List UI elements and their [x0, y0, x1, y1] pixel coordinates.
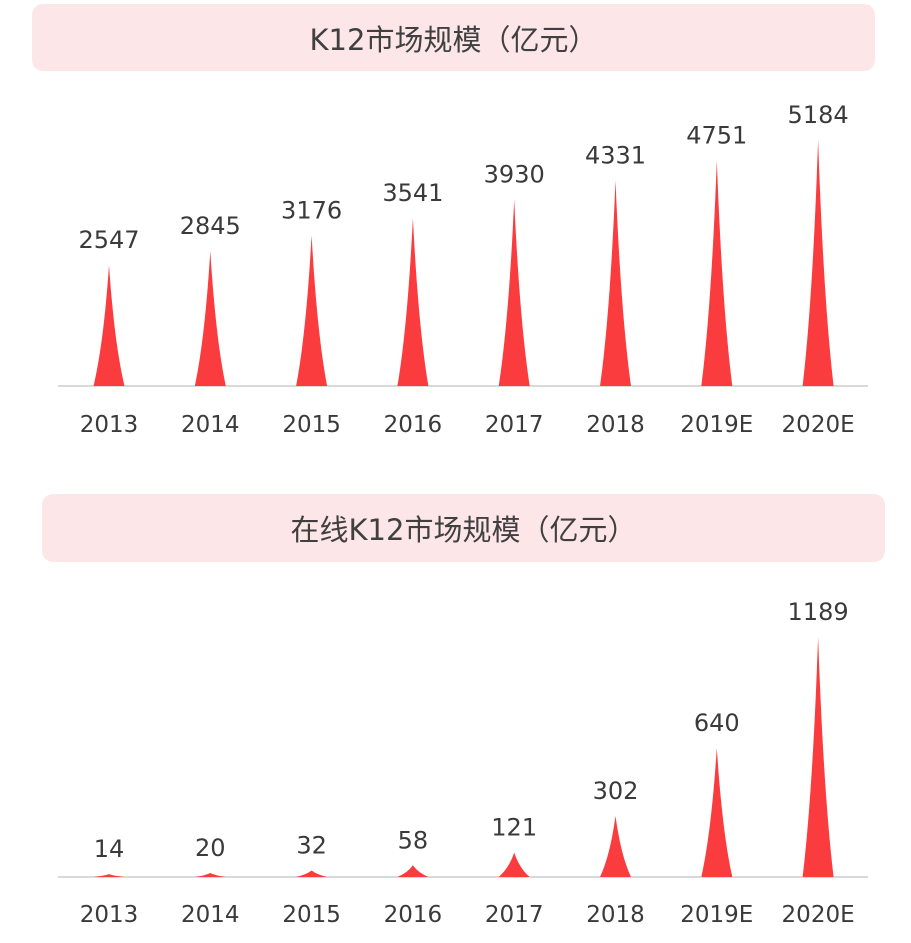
- data-point: 32 2015: [282, 832, 341, 928]
- spike-bar: [600, 816, 631, 877]
- spike-bar: [194, 872, 226, 877]
- spike-bar: [93, 874, 125, 877]
- spike-bar: [194, 250, 226, 386]
- data-point: 2845 2014: [180, 212, 241, 438]
- category-label: 2017: [485, 412, 544, 438]
- category-label: 2017: [485, 902, 544, 928]
- spike-bar: [802, 637, 834, 877]
- data-point: 5184 2020E: [782, 101, 855, 438]
- spike-bar: [701, 160, 733, 386]
- category-label: 2018: [586, 902, 645, 928]
- spike-bar: [397, 865, 429, 877]
- data-point: 14 2013: [80, 835, 139, 928]
- value-label: 4751: [686, 122, 747, 150]
- data-point: 1189 2020E: [782, 598, 855, 928]
- category-label: 2019E: [680, 902, 753, 928]
- data-point: 121 2017: [485, 814, 544, 928]
- value-label: 2845: [180, 212, 241, 240]
- value-label: 3176: [281, 196, 342, 224]
- value-label: 2547: [78, 226, 139, 254]
- category-label: 2014: [181, 902, 240, 928]
- spike-bar: [701, 747, 733, 877]
- value-label: 302: [593, 777, 639, 805]
- value-label: 14: [94, 835, 125, 863]
- value-label: 3541: [382, 179, 443, 207]
- value-label: 4331: [585, 141, 646, 169]
- spike-bar: [498, 199, 530, 386]
- spike-bar: [600, 180, 631, 386]
- category-label: 2013: [80, 902, 139, 928]
- data-point: 4331 2018: [585, 141, 646, 438]
- spike-bar: [296, 870, 328, 877]
- spike-bar: [296, 235, 328, 386]
- category-label: 2015: [282, 902, 341, 928]
- data-point: 302 2018: [586, 777, 645, 928]
- data-point: 4751 2019E: [680, 122, 753, 438]
- value-label: 3930: [484, 161, 545, 189]
- value-label: 1189: [788, 598, 849, 626]
- spike-bar: [397, 217, 429, 386]
- data-point: 20 2014: [181, 834, 240, 928]
- category-label: 2020E: [782, 412, 855, 438]
- category-label: 2013: [80, 412, 139, 438]
- value-label: 32: [296, 832, 327, 860]
- chart-title-k12-market: K12市场规模（亿元）: [32, 4, 875, 71]
- data-point: 3930 2017: [484, 161, 545, 438]
- category-label: 2016: [384, 412, 443, 438]
- value-label: 20: [195, 834, 226, 862]
- spike-bar: [498, 852, 530, 877]
- data-point: 3541 2016: [382, 179, 443, 438]
- data-point: 58 2016: [384, 826, 443, 928]
- value-label: 640: [694, 709, 740, 737]
- value-label: 5184: [788, 101, 849, 129]
- spike-bar: [802, 140, 834, 386]
- value-label: 121: [491, 814, 537, 842]
- category-label: 2019E: [680, 412, 753, 438]
- category-label: 2016: [384, 902, 443, 928]
- spike-bar: [93, 265, 125, 386]
- data-point: 3176 2015: [281, 196, 342, 438]
- value-label: 58: [398, 826, 429, 854]
- data-point: 2547 2013: [78, 226, 139, 438]
- k12-market-chart: 2547 2013 2845 2014 3176 2015 3541 2016 3930 2017…: [58, 101, 868, 438]
- category-label: 2018: [586, 412, 645, 438]
- data-point: 640 2019E: [680, 709, 753, 928]
- category-label: 2015: [282, 412, 341, 438]
- category-label: 2020E: [782, 902, 855, 928]
- chart-title-online-k12-market: 在线K12市场规模（亿元）: [42, 494, 885, 562]
- category-label: 2014: [181, 412, 240, 438]
